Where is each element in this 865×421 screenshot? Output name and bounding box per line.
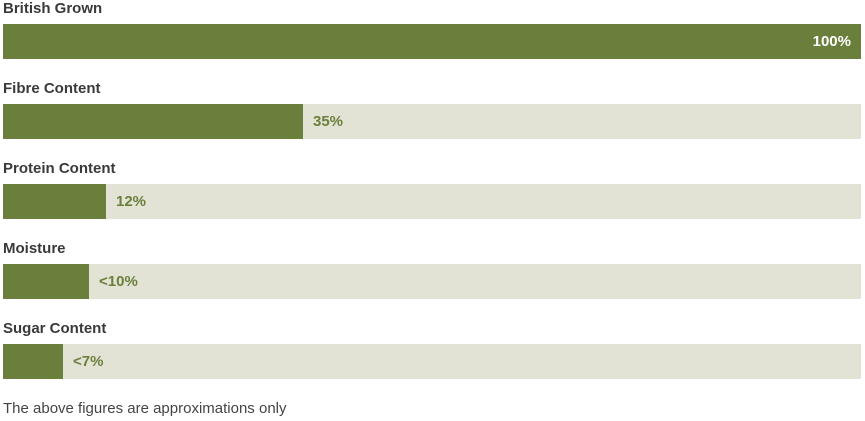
bar-value-label: <7% (73, 353, 104, 370)
bar-fill (3, 24, 861, 59)
bar-label: Sugar Content (3, 320, 107, 337)
bar-fill (3, 344, 63, 379)
bar-label: Fibre Content (3, 80, 101, 97)
bar-label: Protein Content (3, 160, 116, 177)
footnote: The above figures are approximations onl… (3, 400, 287, 417)
bar-value-label: 12% (116, 193, 147, 210)
bar-fill (3, 264, 89, 299)
bar-label: Moisture (3, 240, 66, 257)
bar-item: Protein Content 12% (3, 160, 861, 240)
bar-fill (3, 184, 106, 219)
nutrition-bar-chart: British Grown 100% Fibre Content 35% Protein… (3, 0, 861, 400)
bar-label: British Grown (3, 0, 103, 17)
bar-item: Fibre Content 35% (3, 80, 861, 160)
bar-track: 100% (3, 24, 861, 59)
bar-value-label: 35% (313, 113, 344, 130)
bar-item: Sugar Content <7% (3, 320, 861, 400)
bar-value-label: 100% (812, 33, 851, 50)
bar-item: Moisture <10% (3, 240, 861, 320)
bar-fill (3, 104, 303, 139)
bar-track: <7% (3, 344, 861, 379)
bar-value-label: <10% (99, 273, 138, 290)
bar-track: 12% (3, 184, 861, 219)
bar-item: British Grown 100% (3, 0, 861, 80)
bar-track: <10% (3, 264, 861, 299)
bar-track: 35% (3, 104, 861, 139)
